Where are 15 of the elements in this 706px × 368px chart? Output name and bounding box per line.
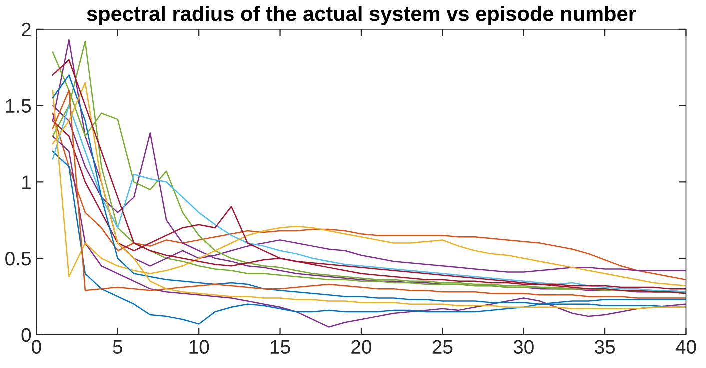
x-tick-label: 10 — [190, 340, 210, 354]
x-tick-label: 0 — [32, 340, 42, 354]
x-tick-label: 40 — [676, 340, 696, 354]
x-tick-label: 30 — [514, 340, 534, 354]
y-tick-label: 1.5 — [6, 99, 32, 114]
x-tick-label: 20 — [352, 340, 372, 354]
chart-title: spectral radius of the actual system vs episode number — [87, 6, 636, 26]
x-tick-label: 35 — [594, 340, 616, 354]
y-tick-label: 0.5 — [6, 252, 32, 266]
x-tick-label: 15 — [270, 340, 290, 354]
y-tick-label: 0 — [22, 328, 32, 342]
x-tick-label: 5 — [113, 340, 122, 354]
x-tick-label: 25 — [432, 340, 453, 354]
y-tick-label: 1 — [22, 176, 31, 190]
y-tick-label: 2 — [22, 22, 31, 36]
